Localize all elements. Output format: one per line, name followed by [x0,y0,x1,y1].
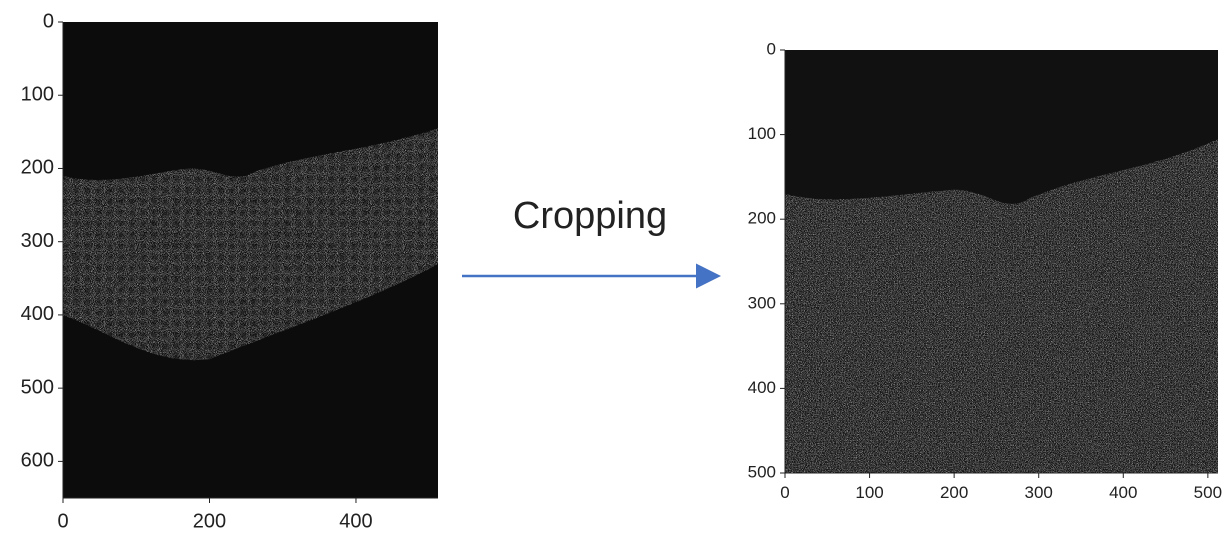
y-tick-label: 100 [21,84,54,106]
x-tick-label: 500 [1194,483,1222,502]
x-tick-label: 400 [339,510,372,532]
oct-image [63,22,439,498]
y-tick-label: 200 [748,209,776,228]
arrow-label: Cropping [513,195,667,237]
y-tick-label: 600 [21,450,54,472]
y-tick-label: 500 [748,462,776,481]
y-tick-label: 200 [21,157,54,179]
x-tick-label: 200 [193,510,226,532]
y-tick-label: 300 [21,230,54,252]
x-tick-label: 400 [1109,483,1137,502]
x-tick-label: 200 [940,483,968,502]
x-tick-label: 300 [1025,483,1053,502]
y-tick-label: 100 [748,124,776,143]
y-tick-label: 0 [767,39,776,58]
y-tick-label: 400 [748,378,776,397]
y-tick-label: 300 [748,293,776,312]
oct-image-cropped [785,50,1218,473]
y-tick-label: 0 [43,10,54,32]
x-tick-label: 100 [855,483,883,502]
x-tick-label: 0 [780,483,789,502]
y-tick-label: 500 [21,376,54,398]
x-tick-label: 0 [57,510,68,532]
y-tick-label: 400 [21,303,54,325]
